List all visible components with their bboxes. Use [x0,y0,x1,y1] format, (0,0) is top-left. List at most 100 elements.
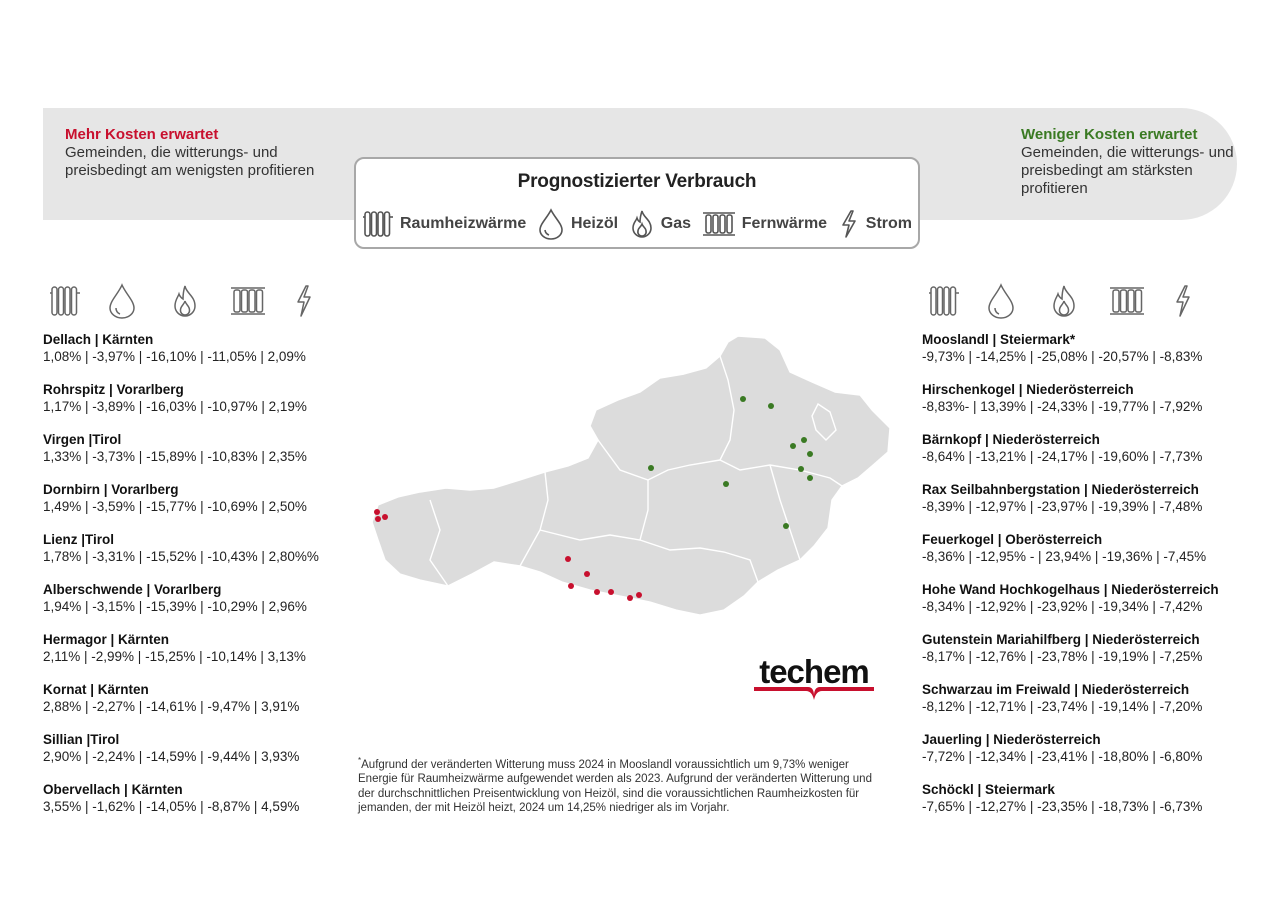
list-item: Dellach | Kärnten 1,08% | -3,97% | -16,10… [43,332,343,382]
red-markers [374,509,642,601]
footnote-marker: * [358,756,362,765]
list-item: Gutenstein Mariahilfberg | Niederösterre… [922,632,1262,682]
footnote: *Aufgrund der veränderten Witterung muss… [358,754,888,816]
list-item: Bärnkopf | Niederösterreich -8,64% | -13,… [922,432,1262,482]
location-values: -8,34% | -12,92% | -23,92% | -19,34% | -… [922,599,1203,614]
list-item: Alberschwende | Vorarlberg 1,94% | -3,15%… [43,582,343,632]
location-name: Dornbirn | Vorarlberg [43,482,179,497]
location-name: Rohrspitz | Vorarlberg [43,382,184,397]
legend-title: Prognostizierter Verbrauch [517,171,757,192]
location-name: Hohe Wand Hochkogelhaus | Niederösterrei… [922,582,1219,597]
location-values: 1,33% | -3,73% | -15,89% | -10,83% | 2,3… [43,449,307,464]
techem-logo: techem [752,654,876,702]
left-icon-row [43,283,323,321]
legend-items: Raumheizwärme Heizöl Gas Fernwärme [362,208,912,240]
location-values: -9,73% | -14,25% | -25,08% | -20,57% | -… [922,349,1203,364]
location-name: Dellach | Kärnten [43,332,154,347]
consumption-legend: Prognostizierter Verbrauch Raumheizwärme… [354,157,920,249]
more-costs-box: Mehr Kosten erwartet Gemeinden, die witt… [65,126,325,180]
radiator-icon [929,286,959,316]
list-item: Obervellach | Kärnten 3,55% | -1,62% | -1… [43,782,343,832]
location-values: 1,78% | -3,31% | -15,52% | -10,43% | 2,8… [43,549,319,564]
location-name: Mooslandl | Steiermark* [922,332,1076,347]
green-markers [648,396,813,529]
more-costs-title: Mehr Kosten erwartet [65,126,219,143]
location-values: -8,36% | -12,95% - | 23,94% | -19,36% | … [922,549,1207,564]
location-name: Lienz |Tirol [43,532,115,547]
location-name: Bärnkopf | Niederösterreich [922,432,1100,447]
location-name: Obervellach | Kärnten [43,782,183,797]
location-values: -8,17% | -12,76% | -23,78% | -19,19% | -… [922,649,1203,664]
location-values: -7,72% | -12,34% | -23,41% | -18,80% | -… [922,749,1203,764]
radiator-icon [50,286,80,316]
list-item: Mooslandl | Steiermark* -9,73% | -14,25% … [922,332,1262,382]
list-item: Hirschenkogel | Niederösterreich -8,83%- … [922,382,1262,432]
location-name: Schöckl | Steiermark [922,782,1055,797]
location-values: -8,64% | -13,21% | -24,17% | -19,60% | -… [922,449,1203,464]
more-costs-description: Gemeinden, die witterungs- und preisbedi… [65,144,315,179]
list-item: Rohrspitz | Vorarlberg 1,17% | -3,89% | -… [43,382,343,432]
less-costs-list: Mooslandl | Steiermark* -9,73% | -14,25% … [922,332,1262,832]
location-name: Hirschenkogel | Niederösterreich [922,382,1134,397]
location-name: Rax Seilbahnbergstation | Niederösterrei… [922,482,1199,497]
location-name: Feuerkogel | Oberösterreich [922,532,1103,547]
less-costs-box: Weniger Kosten erwartet Gemeinden, die w… [1021,126,1251,198]
list-item: Dornbirn | Vorarlberg 1,49% | -3,59% | -1… [43,482,343,532]
location-name: Gutenstein Mariahilfberg | Niederösterre… [922,632,1200,647]
radiator-icon [363,211,393,237]
austria-outline [371,335,891,616]
location-values: 3,55% | -1,62% | -14,05% | -8,87% | 4,59… [43,799,300,814]
location-name: Hermagor | Kärnten [43,632,170,647]
legend-item-fernwaerme: Fernwärme [702,209,827,239]
list-item: Hohe Wand Hochkogelhaus | Niederösterrei… [922,582,1262,632]
location-name: Jauerling | Niederösterreich [922,732,1101,747]
list-item: Kornat | Kärnten 2,88% | -2,27% | -14,61%… [43,682,343,732]
logo-swoosh-icon [754,687,874,700]
list-item: Schwarzau im Freiwald | Niederösterreich… [922,682,1262,732]
location-values: -7,65% | -12,27% | -23,35% | -18,73% | -… [922,799,1203,814]
district-heating-icon [702,212,735,236]
district-heating-icon [231,287,265,315]
footnote-text: Aufgrund der veränderten Witterung muss … [358,758,872,815]
legend-label: Gas [660,215,692,232]
lightning-icon [1176,285,1190,317]
right-icon-row [922,283,1202,321]
legend-item-gas: Gas [629,209,691,239]
location-values: -8,39% | -12,97% | -23,97% | -19,39% | -… [922,499,1203,514]
location-values: -8,12% | -12,71% | -23,74% | -19,14% | -… [922,699,1203,714]
austria-map [371,335,891,616]
list-item: Virgen |Tirol 1,33% | -3,73% | -15,89% | … [43,432,343,482]
state-borders [429,355,843,587]
location-name: Kornat | Kärnten [43,682,149,697]
lightning-icon [841,210,856,238]
legend-item-strom: Strom [838,209,912,239]
district-heating-icon [1110,287,1144,315]
less-costs-title: Weniger Kosten erwartet [1021,126,1198,143]
location-values: 2,90% | -2,24% | -14,59% | -9,44% | 3,93… [43,749,300,764]
location-values: 2,11% | -2,99% | -15,25% | -10,14% | 3,1… [43,649,306,664]
legend-label: Fernwärme [741,215,828,232]
location-name: Schwarzau im Freiwald | Niederösterreich [922,682,1190,697]
flame-icon [631,210,652,238]
legend-label: Heizöl [570,215,619,232]
list-item: Rax Seilbahnbergstation | Niederösterrei… [922,482,1262,532]
list-item: Jauerling | Niederösterreich -7,72% | -12… [922,732,1262,782]
oil-drop-icon [539,208,563,240]
location-values: 1,08% | -3,97% | -16,10% | -11,05% | 2,0… [43,349,306,364]
location-name: Sillian |Tirol [43,732,120,747]
location-values: 2,88% | -2,27% | -14,61% | -9,47% | 3,91… [43,699,300,714]
location-values: -8,83%- | 13,39% | -24,33% | -19,77% | -… [922,399,1203,414]
flame-icon [174,285,196,317]
legend-item-raumheizwaerme: Raumheizwärme [362,209,526,239]
legend-item-heizoel: Heizöl [537,208,618,240]
list-item: Lienz |Tirol 1,78% | -3,31% | -15,52% | -… [43,532,343,582]
oil-drop-icon [988,283,1014,319]
list-item: Hermagor | Kärnten 2,11% | -2,99% | -15,2… [43,632,343,682]
legend-label: Strom [865,215,912,232]
location-name: Virgen |Tirol [43,432,122,447]
location-values: 1,94% | -3,15% | -15,39% | -10,29% | 2,9… [43,599,307,614]
location-values: 1,17% | -3,89% | -16,03% | -10,97% | 2,1… [43,399,307,414]
location-name: Alberschwende | Vorarlberg [43,582,222,597]
list-item: Schöckl | Steiermark -7,65% | -12,27% | -… [922,782,1262,832]
list-item: Sillian |Tirol 2,90% | -2,24% | -14,59% |… [43,732,343,782]
